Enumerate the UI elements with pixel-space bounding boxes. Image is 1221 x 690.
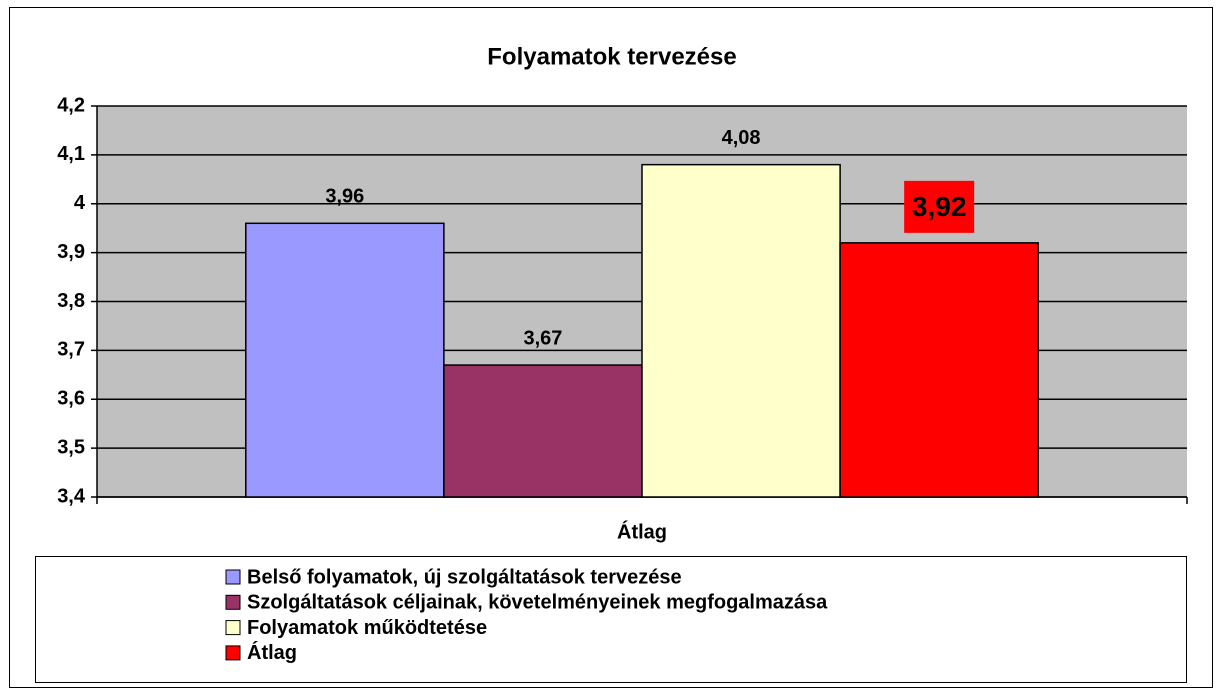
y-tick-label: 3,9 [57, 241, 85, 263]
legend-label: Folyamatok működtetése [247, 617, 487, 639]
value-label-background [904, 180, 975, 233]
legend-swatch [225, 645, 241, 661]
legend-label: Átlag [247, 641, 297, 664]
y-tick-label: 4,1 [57, 143, 85, 165]
y-tick-label: 3,5 [57, 436, 85, 458]
legend-label: Szolgáltatások céljainak, követelményein… [247, 592, 828, 614]
bar [839, 242, 1039, 498]
y-tick-label: 3,6 [57, 388, 85, 410]
legend-swatch [225, 620, 241, 636]
chart-title: Folyamatok tervezése [487, 43, 736, 70]
y-tick-label: 3,8 [57, 290, 85, 312]
y-tick-label: 3,7 [57, 339, 85, 361]
legend-swatch [225, 594, 241, 610]
value-label: 3,96 [325, 186, 364, 208]
y-tick-label: 3,4 [57, 485, 86, 507]
value-label: 3,92 [912, 191, 967, 222]
value-label: 4,08 [722, 127, 761, 149]
bar [641, 163, 841, 498]
bar [245, 222, 445, 498]
legend-swatch [225, 569, 241, 585]
x-tick-label: Átlag [617, 520, 667, 543]
legend-label: Belső folyamatok, új szolgáltatások terv… [247, 566, 682, 588]
bar [443, 364, 643, 498]
y-tick-label: 4,2 [57, 94, 85, 116]
value-label: 3,67 [523, 327, 562, 349]
y-tick-label: 4 [74, 192, 86, 214]
